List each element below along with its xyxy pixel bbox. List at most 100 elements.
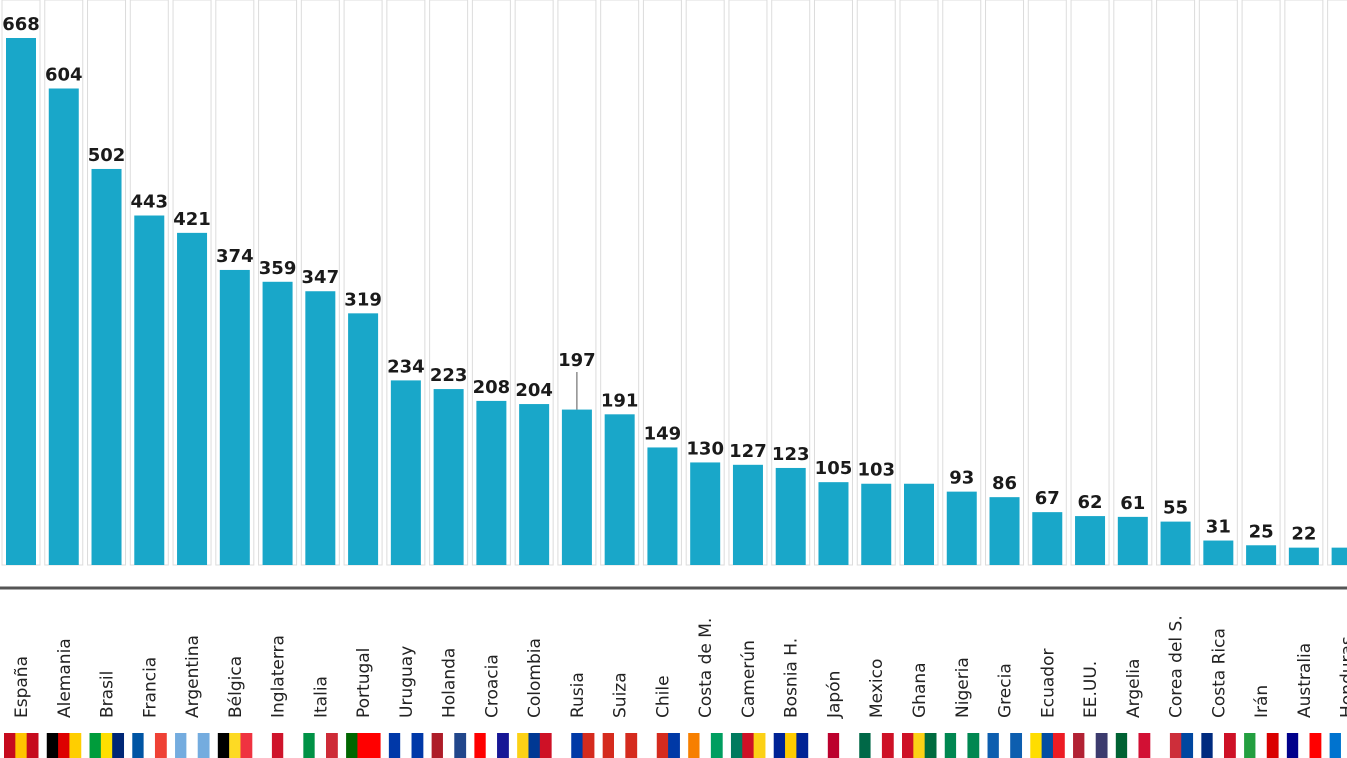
bar: [348, 313, 379, 565]
grid-column: [813, 0, 853, 566]
flag-stripe: [1224, 733, 1236, 758]
flag-stripe: [217, 733, 230, 758]
flag-stripe: [400, 733, 413, 758]
flag: [773, 733, 809, 758]
bar: [219, 269, 250, 565]
flag-stripe: [870, 733, 883, 758]
flag-stripe: [1158, 733, 1171, 758]
grid-column: [1198, 0, 1238, 566]
flag-stripe: [773, 733, 786, 758]
bar: [775, 467, 806, 565]
bar: [561, 409, 592, 565]
value-label: 204: [515, 380, 553, 401]
bar: [1117, 516, 1148, 565]
category-label: EE.UU.: [1081, 661, 1101, 718]
bar: [690, 462, 721, 565]
flag: [517, 733, 552, 758]
grid-column: [856, 0, 896, 566]
value-label: 67: [1035, 488, 1060, 509]
flag-stripe: [271, 733, 284, 758]
bar: [476, 400, 507, 565]
flag-stripe: [112, 733, 125, 758]
bars: [6, 38, 1347, 566]
flag-stripe: [1201, 733, 1214, 758]
category-label: Ghana: [910, 662, 930, 718]
category-label: Francia: [140, 657, 160, 718]
flag-stripe: [197, 733, 210, 758]
flag: [346, 733, 381, 758]
value-label: 421: [173, 209, 211, 230]
flag-stripe: [303, 733, 316, 758]
bar: [262, 281, 293, 565]
bar: [732, 464, 763, 565]
category-label: Ecuador: [1038, 649, 1058, 718]
grid-column: [985, 0, 1025, 566]
flag: [902, 733, 937, 758]
flag-stripe: [326, 733, 338, 758]
flag-stripe: [602, 733, 615, 758]
category-label: Japón: [824, 671, 844, 719]
bar: [861, 483, 892, 565]
flag-stripe: [614, 733, 626, 758]
value-label: 103: [857, 460, 895, 481]
flag-stripe: [859, 733, 872, 758]
grid-column: [1284, 0, 1324, 566]
flag-stripe: [154, 733, 167, 758]
category-label: Holanda: [440, 648, 460, 718]
flag: [1329, 733, 1347, 758]
grid-column: [1156, 0, 1196, 566]
grid-column: [1241, 0, 1281, 566]
category-label: Argentina: [183, 635, 203, 718]
bar: [1160, 521, 1191, 565]
category-label: Bélgica: [226, 656, 246, 718]
bar: [91, 168, 122, 566]
flag-stripe: [956, 733, 968, 758]
grid-column: [1327, 0, 1347, 566]
flag-stripe: [539, 733, 552, 758]
bar: [989, 497, 1020, 565]
flag-stripe: [517, 733, 529, 758]
flag-stripe: [46, 733, 59, 758]
bar: [1032, 512, 1063, 565]
flag: [217, 733, 253, 758]
value-label: 191: [601, 390, 639, 411]
bar: [647, 447, 678, 565]
category-label: Costa Rica: [1209, 628, 1229, 718]
category-label: Honduras: [1338, 636, 1347, 718]
flag-stripe: [143, 733, 156, 758]
flag-stripe: [582, 733, 595, 758]
flag-stripe: [485, 733, 498, 758]
flag-stripe: [1115, 733, 1128, 758]
flag-stripe: [796, 733, 809, 758]
flag-stripe: [368, 733, 381, 758]
bar: [604, 414, 635, 565]
category-label: Suiza: [611, 672, 631, 718]
grid-column: [1113, 0, 1153, 566]
category-label: Costa de M.: [696, 618, 716, 718]
category-label: Irán: [1252, 685, 1272, 718]
flag: [1286, 733, 1322, 758]
flag-stripe: [944, 733, 957, 758]
bar: [177, 232, 208, 565]
flag: [1201, 733, 1236, 758]
flag-stripe: [1212, 733, 1225, 758]
value-label: 359: [259, 258, 297, 279]
bar: [519, 404, 550, 565]
flag-stripe: [1244, 733, 1256, 758]
flag: [944, 733, 980, 758]
value-label: 223: [430, 365, 468, 386]
flag-stripe: [1169, 733, 1182, 758]
flag-stripe: [645, 733, 658, 758]
flag-stripe: [89, 733, 102, 758]
flag-stripe: [431, 733, 444, 758]
category-label: Mexico: [867, 659, 887, 718]
category-label: Grecia: [996, 663, 1016, 718]
value-label: 502: [88, 145, 126, 166]
bar: [904, 483, 934, 565]
category-label: Australia: [1295, 643, 1315, 718]
flag-stripe: [1095, 733, 1108, 758]
flag: [132, 733, 167, 758]
flag: [175, 733, 210, 758]
bar: [134, 215, 165, 565]
